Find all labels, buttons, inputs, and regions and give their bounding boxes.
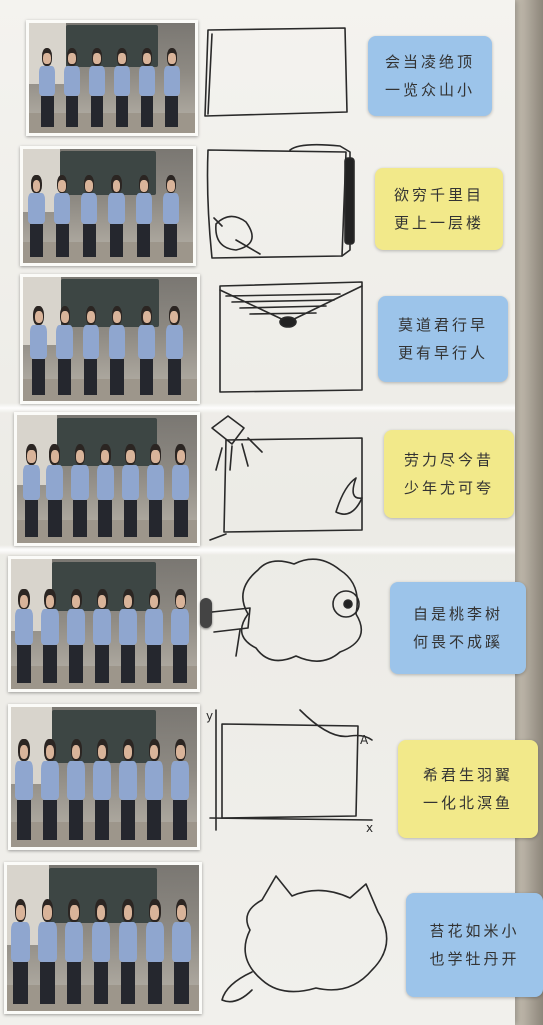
poem-line: 苔花如米小 [429, 921, 520, 940]
poem-line: 更上一层楼 [393, 214, 484, 232]
doodle-jar [206, 149, 347, 259]
poem-note: 自是桃李树 何畏不成蹊 [390, 582, 526, 674]
poem-line: 少年尤可夸 [403, 479, 494, 497]
poem-line: 也学牡丹开 [429, 950, 520, 968]
poem-note: 会当凌绝顶 一览众山小 [368, 36, 492, 116]
doodle-envelope [219, 281, 363, 393]
poem-line: 更有早行人 [397, 344, 488, 362]
magnet [200, 598, 212, 628]
class-photo [14, 412, 200, 546]
doodle-cloud [240, 558, 363, 662]
doodle-frame-4 [223, 437, 363, 533]
class-photo [20, 274, 200, 404]
poem-line: 莫道君行早 [397, 315, 488, 334]
class-photo [4, 862, 202, 1014]
poem-note: 苔花如米小 也学牡丹开 [406, 893, 543, 997]
poem-note: 劳力尽今昔 少年尤可夸 [384, 430, 514, 518]
poem-line: 希君生羽翼 [422, 765, 513, 784]
class-photo [20, 146, 196, 266]
graph-label-x: x [366, 821, 373, 835]
poem-line: 自是桃李树 [412, 604, 503, 623]
poem-note: 欲穷千里目 更上一层楼 [375, 168, 503, 250]
graph-label-a: A [360, 733, 369, 747]
poem-line: 一化北溟鱼 [422, 794, 513, 812]
doodle-frame-1 [204, 27, 348, 117]
poem-line: 劳力尽今昔 [403, 450, 494, 469]
glass-glare [0, 545, 515, 555]
poem-note: 希君生羽翼 一化北溟鱼 [398, 740, 538, 838]
class-photo [8, 556, 200, 692]
class-photo [26, 20, 198, 136]
poem-line: 会当凌绝顶 [384, 52, 475, 71]
poem-line: 一览众山小 [384, 81, 475, 99]
graph-label-y: y [206, 709, 213, 723]
doodle-cat [244, 875, 388, 993]
poem-line: 何畏不成蹊 [412, 633, 503, 651]
glass-glare [0, 403, 515, 413]
class-photo [8, 704, 200, 850]
poem-note: 莫道君行早 更有早行人 [378, 296, 508, 382]
poem-line: 欲穷千里目 [393, 185, 484, 204]
